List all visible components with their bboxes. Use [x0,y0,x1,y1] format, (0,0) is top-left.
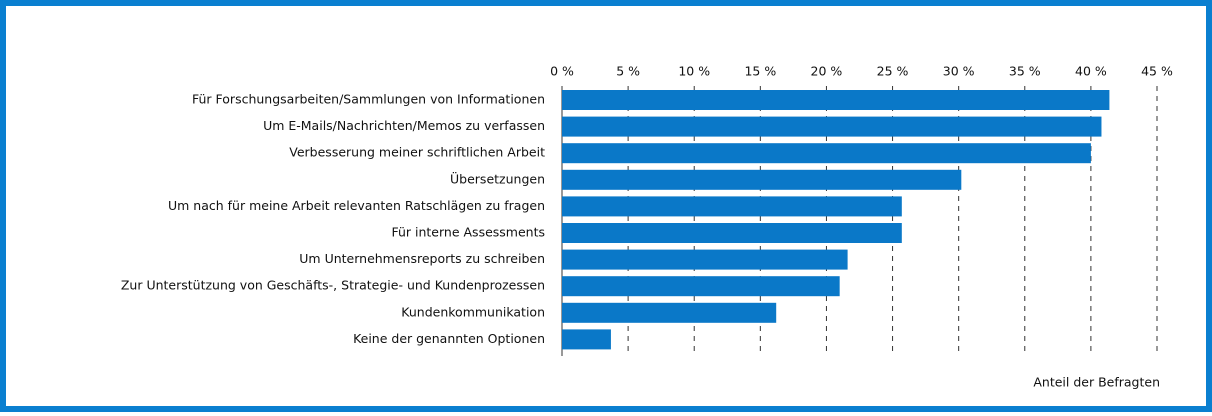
x-tick-label: 30 % [943,64,975,79]
bar [562,116,1102,137]
x-tick-label: 10 % [678,64,710,79]
y-tick-label: Verbesserung meiner schriftlichen Arbeit [289,145,545,160]
x-tick-label: 35 % [1009,64,1041,79]
x-tick-label: 40 % [1075,64,1107,79]
bar [562,196,902,217]
y-tick-label: Um E-Mails/Nachrichten/Memos zu verfasse… [263,118,545,133]
x-tick-label: 45 % [1141,64,1173,79]
y-tick-label: Um nach für meine Arbeit relevanten Rats… [168,198,545,213]
y-tick-label: Übersetzungen [450,170,545,186]
bar [562,249,848,270]
bar [562,169,962,190]
bar [562,90,1110,110]
bar [562,276,840,297]
y-tick-label: Für interne Assessments [391,225,545,240]
x-tick-label: 25 % [877,64,909,79]
y-tick-label: Für Forschungsarbeiten/Sammlungen von In… [192,92,545,107]
y-tick-label: Um Unternehmensreports zu schreiben [299,251,545,266]
y-tick-label: Keine der genannten Optionen [353,331,545,346]
x-axis-label: Anteil der Befragten [1033,375,1160,390]
bar [562,223,902,243]
bar [562,302,777,323]
x-tick-label: 0 % [550,64,574,79]
bar [562,329,611,350]
x-tick-label: 20 % [811,64,843,79]
bar [562,143,1091,164]
y-tick-label: Zur Unterstützung von Geschäfts-, Strate… [121,278,545,293]
x-tick-label: 15 % [744,64,776,79]
x-tick-label: 5 % [616,64,640,79]
y-tick-label: Kundenkommunikation [401,304,545,319]
